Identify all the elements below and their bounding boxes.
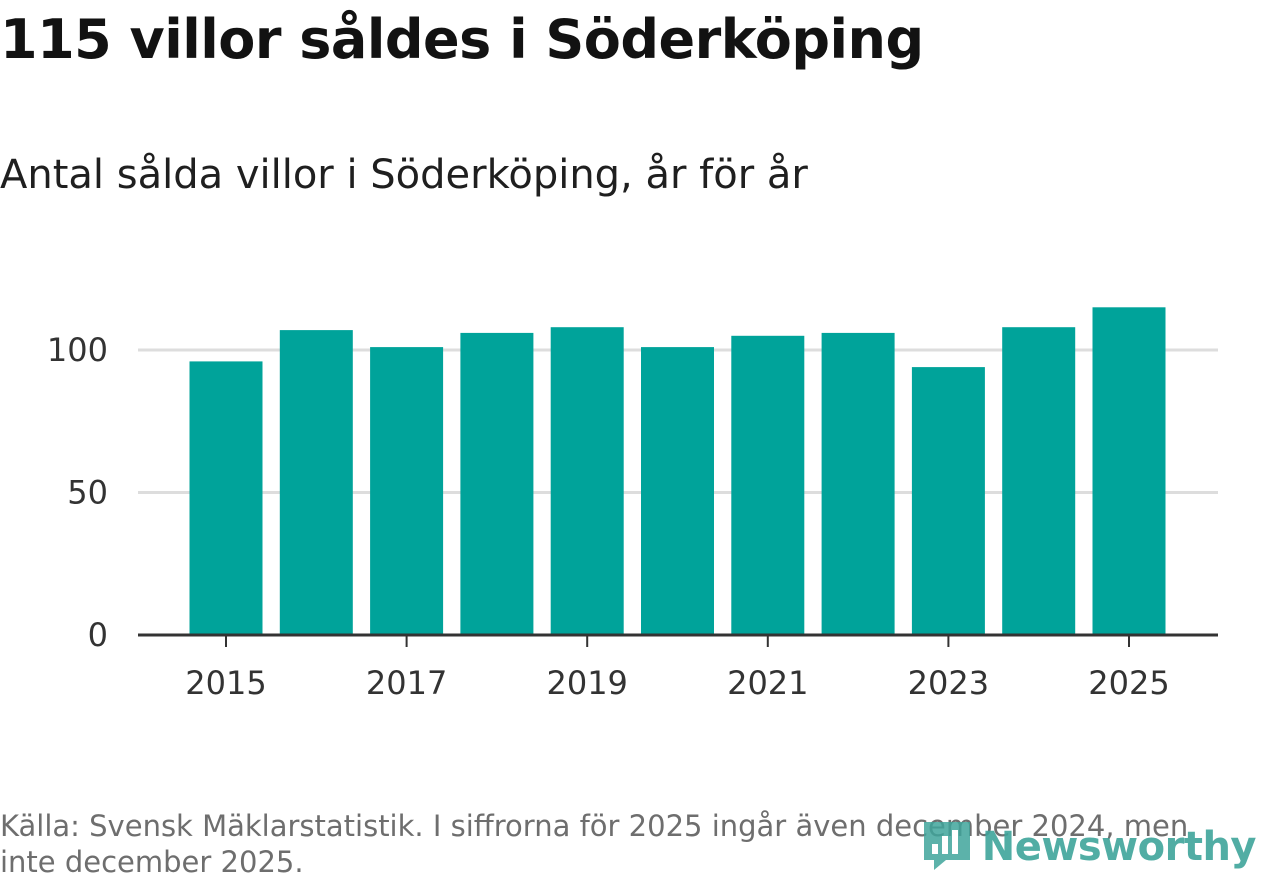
bar [1002,327,1076,635]
y-tick-label: 50 [67,474,108,512]
x-axis [138,633,1218,647]
x-tick-label: 2021 [727,664,808,702]
bar [1092,307,1166,636]
x-tick-label: 2019 [546,664,627,702]
x-tick-label: 2025 [1088,664,1169,702]
brand-logo: Newsworthy [920,818,1257,876]
x-axis-labels: 2015 2017 2019 2021 2023 2025 [185,664,1169,702]
brand-name: Newsworthy [981,824,1257,870]
bar [550,327,624,635]
bar [641,347,714,635]
y-axis-labels: 0 50 100 [47,331,108,654]
bar [460,332,534,635]
y-tick-label: 0 [88,616,108,654]
x-tick-label: 2015 [185,664,266,702]
y-tick-label: 100 [47,331,108,369]
bar [279,330,353,635]
bar [370,347,444,635]
chart-subtitle: Antal sålda villor i Söderköping, år för… [0,152,808,198]
x-tick-label: 2017 [366,664,447,702]
x-tick-label: 2023 [908,664,989,702]
source-note: Källa: Svensk Mäklarstatistik. I siffror… [0,809,1189,879]
bar [911,367,985,635]
bar [821,332,895,635]
bar [189,361,263,635]
chart-title: 115 villor såldes i Söderköping [0,8,924,71]
bars [189,307,1166,636]
bar [731,335,805,636]
bar-chart-speech-bubble-icon [920,818,974,876]
